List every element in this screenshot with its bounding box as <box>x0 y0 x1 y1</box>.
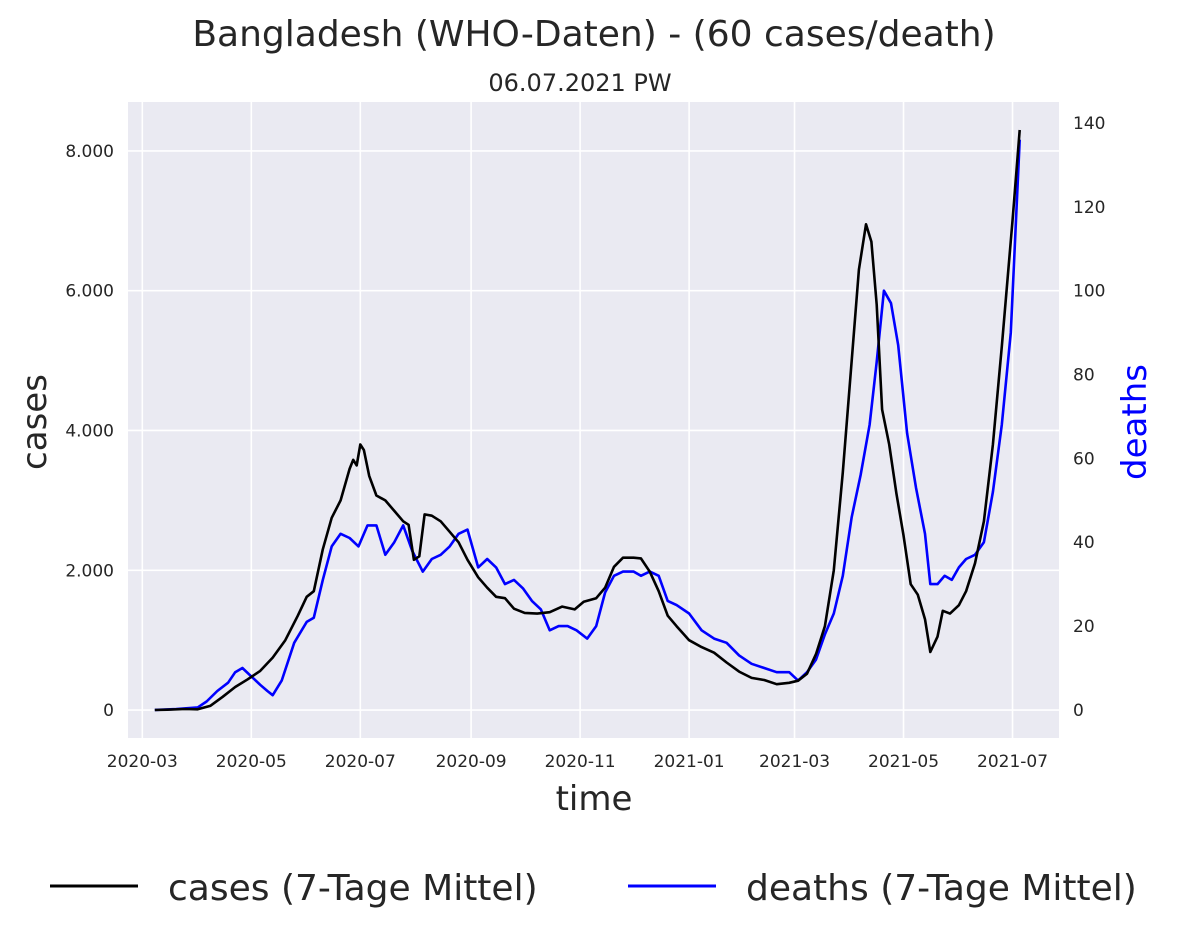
grid <box>128 102 1059 738</box>
y-axis-label: cases <box>15 374 55 470</box>
legend-deaths-label: deaths (7-Tage Mittel) <box>746 868 1137 909</box>
y2-tick-label: 40 <box>1073 533 1095 553</box>
y-tick-label: 8.000 <box>65 142 114 162</box>
y2-tick-label: 0 <box>1073 701 1084 721</box>
chart-title: Bangladesh (WHO-Daten) - (60 cases/death… <box>192 14 995 55</box>
y2-tick-label: 120 <box>1073 198 1105 218</box>
x-axis-label: time <box>556 779 633 819</box>
left-axis-ticks: 0 2.000 4.000 6.000 8.000 <box>65 142 114 721</box>
x-tick-label: 2021-05 <box>868 752 939 772</box>
cases-line <box>154 129 1021 712</box>
x-tick-label: 2021-03 <box>759 752 830 772</box>
x-tick-label: 2020-11 <box>545 752 616 772</box>
y-tick-label: 4.000 <box>65 421 114 441</box>
y2-tick-label: 60 <box>1073 449 1095 469</box>
y2-tick-label: 140 <box>1073 114 1105 134</box>
y2-axis-label: deaths <box>1115 364 1155 480</box>
right-axis-ticks: 0 20 40 60 80 100 120 140 <box>1073 114 1105 721</box>
chart-subtitle: 06.07.2021 PW <box>488 69 671 97</box>
y2-tick-label: 100 <box>1073 282 1105 302</box>
series-lines <box>154 129 1021 712</box>
y-tick-label: 0 <box>103 701 114 721</box>
legend-cases-label: cases (7-Tage Mittel) <box>168 868 538 909</box>
y-tick-label: 2.000 <box>65 561 114 581</box>
x-tick-label: 2021-01 <box>654 752 725 772</box>
x-tick-label: 2020-05 <box>216 752 287 772</box>
x-tick-label: 2020-09 <box>436 752 507 772</box>
plot-area <box>128 102 1059 738</box>
y2-tick-label: 20 <box>1073 617 1095 637</box>
x-tick-label: 2020-03 <box>107 752 178 772</box>
x-tick-label: 2021-07 <box>977 752 1048 772</box>
x-tick-label: 2020-07 <box>325 752 396 772</box>
x-axis-ticks: 2020-03 2020-05 2020-07 2020-09 2020-11 2021-… <box>107 752 1048 772</box>
y-tick-label: 6.000 <box>65 282 114 302</box>
deaths-line <box>154 139 1021 712</box>
legend: cases (7-Tage Mittel) deaths (7-Tage Mit… <box>50 868 1137 909</box>
y2-tick-label: 80 <box>1073 366 1095 386</box>
